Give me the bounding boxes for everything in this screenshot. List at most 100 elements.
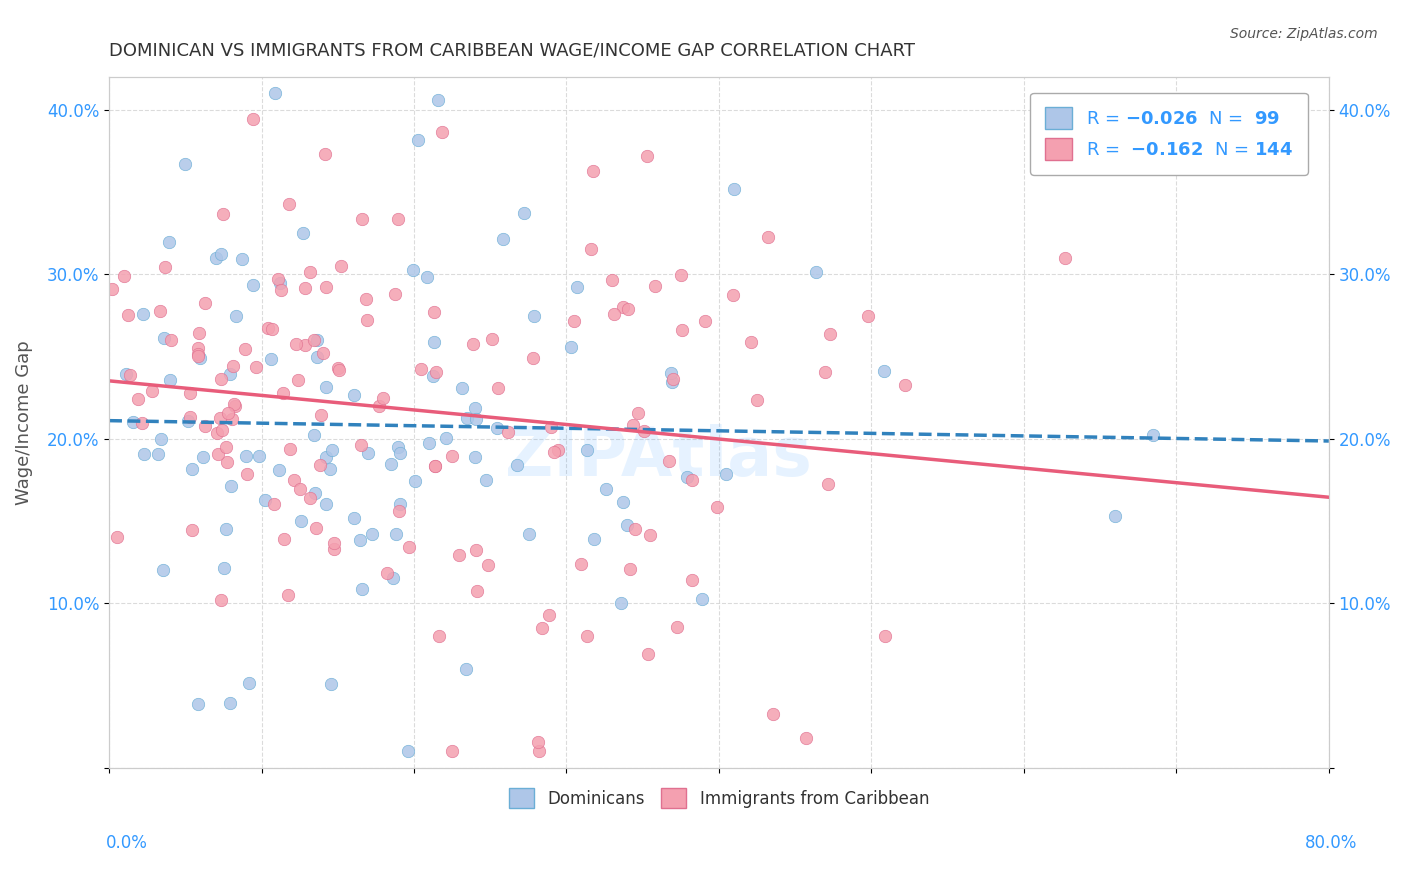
Point [756,229,779,244]
Point [212,207,235,221]
Point [565,279,588,293]
Point [595,483,617,497]
Point [152,563,174,577]
Point [513,206,536,220]
Point [221,411,243,425]
Point [633,424,655,438]
Point [682,573,704,587]
Point [603,307,626,321]
Point [714,467,737,482]
Point [388,445,411,459]
Point [350,438,373,452]
Point [449,549,471,563]
Point [131,416,153,430]
Point [236,467,259,481]
Point [157,235,180,250]
Point [304,486,326,500]
Point [323,541,346,556]
Point [693,314,716,328]
Point [118,368,141,382]
Point [740,335,762,350]
Point [1053,251,1076,265]
Point [440,449,463,463]
Point [522,351,544,365]
Point [181,523,204,537]
Point [117,308,139,322]
Point [218,367,240,381]
Point [669,268,692,282]
Point [153,331,176,345]
Point [676,470,699,484]
Point [328,363,350,377]
Point [160,334,183,348]
Point [211,247,233,261]
Point [1104,508,1126,523]
Point [464,450,486,464]
Point [456,411,478,425]
Point [418,435,440,450]
Point [204,251,226,265]
Point [187,697,209,711]
Point [422,368,444,383]
Point [309,409,332,423]
Point [225,310,247,324]
Point [818,326,841,341]
Point [486,421,509,435]
Point [423,335,446,350]
Point [309,458,332,472]
Point [233,342,256,356]
Point [576,442,599,457]
Point [806,265,828,279]
Point [387,440,409,454]
Point [644,278,666,293]
Point [454,662,477,676]
Point [373,391,395,405]
Point [253,493,276,508]
Point [723,182,745,196]
Point [283,473,305,487]
Text: 80.0%: 80.0% [1305,834,1357,852]
Point [388,503,411,517]
Point [149,432,172,446]
Point [207,425,229,440]
Text: DOMINICAN VS IMMIGRANTS FROM CARIBBEAN WAGE/INCOME GAP CORRELATION CHART: DOMINICAN VS IMMIGRANTS FROM CARIBBEAN W… [110,42,915,60]
Point [477,558,499,573]
Point [305,521,328,535]
Point [569,557,592,571]
Point [302,428,325,442]
Point [475,474,498,488]
Point [640,528,662,542]
Point [181,462,204,476]
Point [381,571,404,585]
Point [321,443,343,458]
Point [537,607,560,622]
Point [690,592,713,607]
Point [543,445,565,459]
Text: ZIPAtlas: ZIPAtlas [505,424,811,490]
Point [146,447,169,461]
Point [264,86,287,100]
Point [290,514,312,528]
Point [817,477,839,491]
Point [486,381,509,395]
Point [288,482,311,496]
Point [294,338,316,352]
Point [875,629,897,643]
Point [187,342,209,356]
Point [318,462,340,476]
Point [219,479,242,493]
Point [242,277,264,292]
Point [273,532,295,546]
Point [215,440,238,454]
Point [659,366,682,380]
Point [612,495,634,509]
Point [425,459,447,474]
Point [441,744,464,758]
Point [621,417,644,432]
Point [583,532,606,546]
Point [100,283,122,297]
Point [385,527,408,541]
Point [278,442,301,456]
Point [270,284,292,298]
Point [517,527,540,541]
